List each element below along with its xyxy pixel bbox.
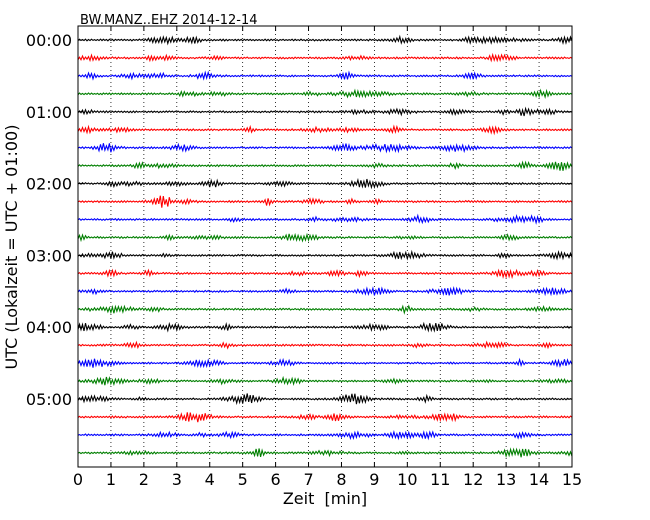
x-tick-label: 15 (562, 470, 582, 489)
plot-frame (77, 25, 573, 468)
x-tick-label: 7 (303, 470, 313, 489)
x-tick-label: 6 (271, 470, 281, 489)
x-tick-label: 1 (106, 470, 116, 489)
x-tick-label: 12 (463, 470, 483, 489)
y-tick-label: 03:00 (26, 246, 72, 265)
trace-line (77, 304, 573, 315)
x-tick-label: 11 (430, 470, 450, 489)
trace-lines (77, 34, 573, 459)
x-axis-label: Zeit [min] (283, 489, 367, 508)
trace-line (77, 447, 573, 459)
x-tick-label: 10 (397, 470, 417, 489)
x-tick-label: 3 (172, 470, 182, 489)
trace-line (77, 34, 573, 46)
x-tick-label: 4 (205, 470, 215, 489)
axis-ticks: 0 1 2 3 4 5 6 7 8 9 10 11 12 13 14 1500:0001:0002:0003:… (26, 26, 582, 489)
trace-line (77, 375, 573, 387)
trace-line (77, 321, 573, 333)
x-tick-label: 9 (369, 470, 379, 489)
trace-line (77, 286, 573, 297)
y-tick-label: 04:00 (26, 318, 72, 337)
trace-line (77, 195, 573, 208)
trace-line (77, 124, 573, 136)
trace-line (77, 340, 573, 350)
trace-line (77, 268, 573, 280)
trace-line (77, 88, 573, 100)
trace-line (77, 232, 573, 243)
y-tick-label: 01:00 (26, 103, 72, 122)
trace-line (77, 249, 573, 261)
trace-line (77, 142, 573, 154)
x-tick-label: 8 (336, 470, 346, 489)
trace-line (77, 412, 573, 423)
trace-line (77, 430, 573, 441)
y-tick-label: 02:00 (26, 175, 72, 194)
trace-line (77, 177, 573, 190)
x-tick-label: 5 (238, 470, 248, 489)
trace-line (77, 357, 573, 369)
trace-line (77, 70, 573, 81)
trace-line (77, 106, 573, 117)
x-tick-label: 0 (73, 470, 83, 489)
x-tick-label: 2 (139, 470, 149, 489)
trace-line (77, 393, 573, 406)
y-axis-label: UTC (Lokalzeit = UTC + 01:00) (2, 125, 21, 370)
chart-title: BW.MANZ..EHZ 2014-12-14 (80, 13, 258, 28)
y-tick-label: 00:00 (26, 31, 72, 50)
x-tick-label: 14 (529, 470, 549, 489)
y-tick-label: 05:00 (26, 390, 72, 409)
x-tick-label: 13 (496, 470, 516, 489)
trace-line (77, 52, 573, 63)
grid-lines (110, 26, 540, 467)
trace-line (77, 213, 573, 225)
trace-line (77, 160, 573, 171)
